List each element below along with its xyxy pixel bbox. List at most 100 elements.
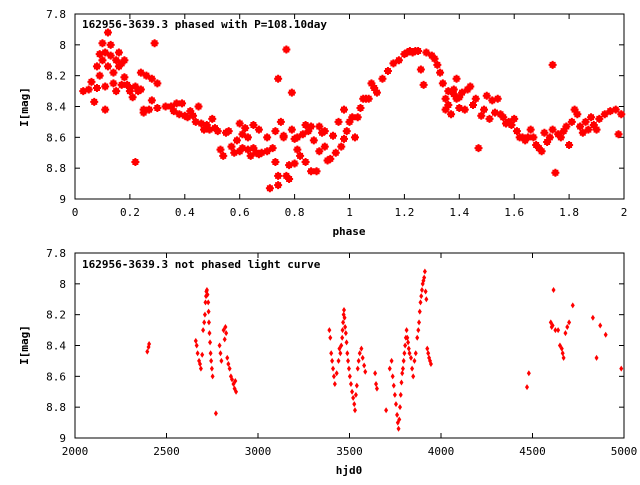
- data-point: [493, 94, 502, 103]
- data-point: [416, 65, 425, 74]
- data-point: [499, 113, 508, 122]
- data-point: [477, 111, 486, 120]
- data-point: [197, 361, 202, 367]
- data-point: [232, 136, 241, 145]
- data-point: [400, 365, 405, 372]
- data-point: [279, 133, 288, 142]
- data-point: [512, 127, 521, 136]
- data-point: [331, 373, 336, 380]
- y-tick-label: 8.6: [46, 131, 66, 144]
- data-point: [227, 365, 232, 372]
- x-tick-label: 0.6: [230, 206, 250, 219]
- data-point: [562, 122, 571, 131]
- data-point: [320, 127, 329, 136]
- data-point: [343, 324, 348, 330]
- data-point: [619, 365, 624, 372]
- data-point: [510, 114, 519, 123]
- data-point: [447, 110, 456, 119]
- data-point: [136, 68, 145, 77]
- data-point: [452, 74, 461, 83]
- data-point: [405, 334, 410, 341]
- data-point: [340, 334, 345, 341]
- data-point: [430, 54, 439, 63]
- data-point: [109, 79, 118, 88]
- data-point: [145, 105, 154, 114]
- data-point: [213, 410, 218, 417]
- data-point: [363, 368, 368, 375]
- x-tick-label: 2000: [62, 445, 89, 458]
- data-point: [433, 60, 442, 69]
- y-axis-label: I[mag]: [18, 325, 31, 365]
- data-point: [590, 314, 595, 321]
- data-point: [417, 319, 422, 326]
- data-point: [336, 357, 341, 364]
- data-point: [587, 113, 596, 122]
- data-point: [348, 113, 357, 122]
- x-tick-label: 1.2: [394, 206, 414, 219]
- data-point: [114, 48, 123, 57]
- data-point: [142, 71, 151, 80]
- data-point: [436, 68, 445, 77]
- data-point: [225, 354, 230, 361]
- y-tick-label: 8.4: [46, 101, 66, 114]
- data-point: [271, 158, 280, 166]
- data-point: [98, 56, 107, 65]
- data-point: [356, 357, 361, 364]
- data-point: [103, 62, 112, 71]
- data-point: [482, 91, 491, 100]
- data-point: [526, 370, 531, 377]
- data-point: [526, 125, 535, 134]
- data-point: [592, 125, 601, 134]
- data-point: [233, 377, 238, 384]
- data-point: [338, 350, 343, 357]
- data-point: [112, 56, 121, 65]
- chart-title: 162956-3639.3 phased with P=108.10day: [82, 18, 327, 31]
- data-point: [424, 296, 429, 303]
- data-point: [194, 342, 199, 349]
- data-point: [408, 354, 413, 361]
- data-point: [395, 411, 400, 418]
- data-point: [396, 425, 401, 432]
- data-point: [354, 382, 359, 389]
- data-point: [263, 147, 272, 156]
- data-point: [353, 113, 362, 122]
- data-point: [219, 151, 228, 160]
- data-point: [276, 117, 285, 126]
- data-point: [139, 105, 148, 114]
- data-point: [548, 125, 557, 134]
- x-tick-label: 1.4: [449, 206, 469, 219]
- data-point: [359, 345, 364, 352]
- data-point: [219, 357, 224, 364]
- data-point: [551, 287, 556, 293]
- data-point: [224, 127, 233, 136]
- data-point: [330, 357, 335, 364]
- data-point: [340, 105, 349, 114]
- x-tick-label: 0.4: [175, 206, 195, 219]
- data-point: [337, 142, 346, 151]
- data-point: [603, 331, 608, 338]
- y-tick-label: 8: [59, 278, 66, 291]
- y-ticks: 7.8 8 8.2 8.4 8.6 8.8 9: [46, 247, 624, 445]
- x-tick-label: 0.8: [285, 206, 305, 219]
- data-point: [227, 142, 236, 151]
- data-point: [334, 117, 343, 126]
- data-point: [254, 125, 263, 134]
- data-point: [401, 357, 406, 364]
- data-point: [201, 327, 206, 334]
- y-tick-label: 8: [59, 39, 66, 52]
- data-point: [576, 122, 585, 131]
- data-point: [120, 56, 129, 65]
- data-point: [399, 379, 404, 386]
- data-point: [218, 350, 223, 357]
- data-point: [406, 345, 411, 352]
- data-point: [125, 87, 134, 96]
- data-point: [161, 102, 170, 111]
- data-point: [103, 28, 112, 37]
- data-point: [268, 144, 277, 153]
- data-point: [246, 151, 255, 160]
- data-point: [397, 416, 402, 423]
- data-point: [378, 74, 387, 83]
- data-point: [556, 327, 561, 334]
- data-point: [565, 324, 570, 330]
